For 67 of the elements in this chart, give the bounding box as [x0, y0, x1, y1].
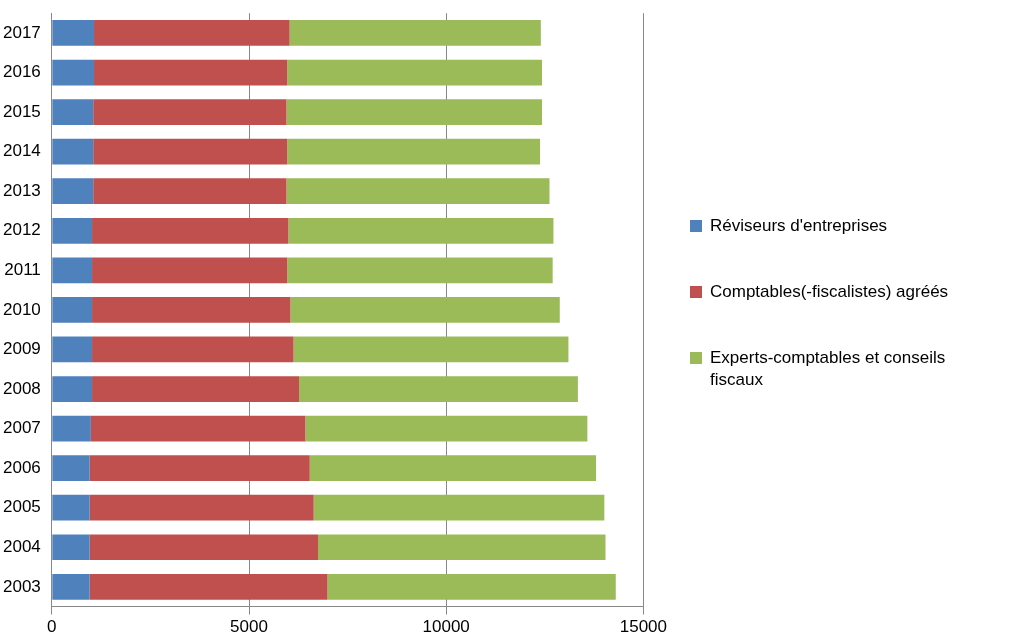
bar [89, 534, 319, 561]
y-tick-label: 2006 [2, 457, 41, 477]
legend-label: Experts-comptables et conseils fiscaux [710, 347, 947, 391]
bar [52, 534, 90, 561]
bar [289, 20, 541, 46]
bar [287, 138, 541, 165]
y-tick-label: 2003 [2, 576, 41, 596]
y-tick-label: 2007 [2, 418, 41, 438]
bar [92, 257, 288, 284]
y-tick-label: 2009 [2, 339, 41, 359]
bar [52, 455, 90, 481]
bar [313, 494, 605, 521]
bar [93, 99, 287, 125]
y-tick-label: 2016 [2, 62, 41, 82]
bar [89, 455, 310, 481]
bar [52, 376, 93, 402]
bar [52, 59, 95, 86]
bar [52, 138, 94, 165]
bar [92, 297, 291, 323]
bar [94, 59, 288, 86]
bar [52, 573, 90, 600]
bar [305, 415, 588, 442]
bar [287, 59, 543, 86]
bar [93, 178, 287, 205]
y-tick-label: 2010 [2, 299, 41, 319]
legend-label: Réviseurs d'entreprises [710, 215, 888, 237]
x-tick-label: 5000 [230, 617, 268, 637]
bar [52, 494, 90, 521]
bar [89, 573, 328, 600]
bar [89, 494, 314, 521]
bar [52, 20, 95, 46]
bar [286, 178, 550, 205]
bar [309, 455, 597, 481]
y-tick-label: 2004 [2, 536, 41, 556]
bar [293, 336, 569, 363]
y-tick-label: 2012 [2, 220, 41, 240]
bar [92, 376, 300, 402]
bar [52, 336, 93, 363]
bar [93, 138, 288, 165]
y-tick-label: 2017 [2, 22, 41, 42]
bar [288, 217, 554, 244]
bar [90, 415, 306, 442]
x-tick-label: 10000 [422, 617, 470, 637]
legend-label: Comptables(-fiscalistes) agréés [710, 281, 949, 303]
bar [52, 415, 91, 442]
x-tick-label: 15000 [619, 617, 667, 637]
bar [92, 336, 294, 363]
bar [318, 534, 606, 561]
bar [290, 297, 560, 323]
y-tick-label: 2005 [2, 497, 41, 517]
bar [52, 178, 94, 205]
y-tick-label: 2015 [2, 101, 41, 121]
bar [327, 573, 616, 600]
bar [94, 20, 290, 46]
bar [52, 257, 93, 284]
bar [299, 376, 578, 402]
bar [52, 99, 94, 125]
bar [287, 257, 553, 284]
y-tick-label: 2014 [2, 141, 41, 161]
y-tick-label: 2011 [4, 260, 41, 280]
y-tick-label: 2008 [2, 378, 41, 398]
bar [286, 99, 543, 125]
bar [52, 297, 93, 323]
bar [92, 217, 289, 244]
x-tick-label: 0 [47, 617, 57, 637]
y-tick-label: 2013 [2, 180, 41, 200]
bar [52, 217, 93, 244]
